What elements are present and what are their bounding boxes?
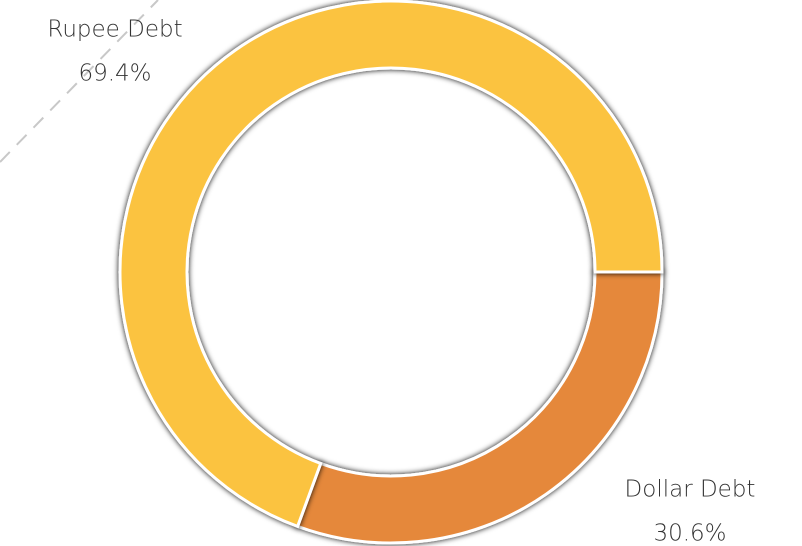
segment-value-label: 30.6% [653, 521, 726, 546]
segment-label: Dollar Debt [625, 477, 756, 503]
donut-segment [295, 270, 664, 545]
segment-value-label: 69.4% [78, 61, 151, 87]
segment-label: Rupee Debt [47, 17, 182, 43]
leader-line [0, 0, 159, 163]
donut-segment [118, 0, 664, 529]
